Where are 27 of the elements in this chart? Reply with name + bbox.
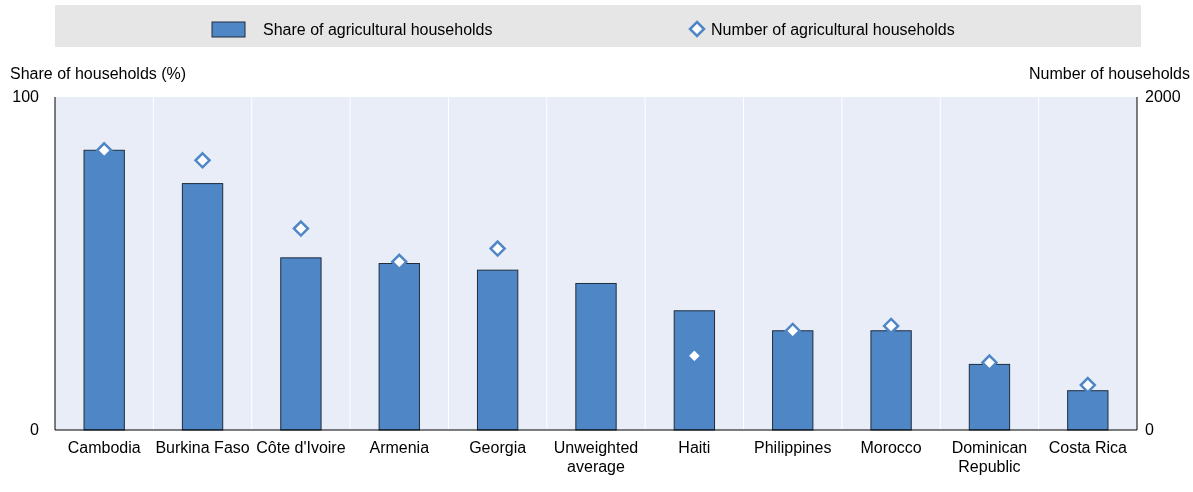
bar <box>476 269 519 431</box>
bar <box>673 310 716 431</box>
y2-tick-label: 2000 <box>1145 88 1181 105</box>
x-tick-label: Haiti <box>678 439 711 456</box>
point <box>489 240 506 257</box>
point <box>194 152 211 169</box>
x-tick-label: Armenia <box>369 439 430 456</box>
x-tick-label: Philippines <box>754 439 832 456</box>
y2-axis-title: Number of households <box>1029 65 1190 82</box>
point <box>292 220 310 237</box>
bar <box>280 257 322 431</box>
y2-tick-label: 0 <box>1145 421 1154 438</box>
point <box>1079 376 1097 394</box>
bar <box>575 282 617 431</box>
x-tick-label: Morocco <box>860 439 922 456</box>
x-tick-label: Côte d'Ivoire <box>256 439 346 456</box>
x-tick-label: Georgia <box>469 439 527 456</box>
legend-label: Number of agricultural households <box>711 21 955 38</box>
x-tick-label: Burkina Faso <box>155 439 250 456</box>
bar <box>181 183 224 431</box>
x-tick-label: Unweighted average <box>553 439 639 475</box>
x-tick-label: Dominican Republic <box>951 439 1028 475</box>
legend-label: Share of agricultural households <box>263 21 493 38</box>
y-tick-label: 100 <box>12 88 40 105</box>
x-tick-label: Cambodia <box>67 439 141 456</box>
x-tick-label: Costa Rica <box>1048 439 1128 456</box>
y-axis-title: Share of households (%) <box>10 65 187 82</box>
